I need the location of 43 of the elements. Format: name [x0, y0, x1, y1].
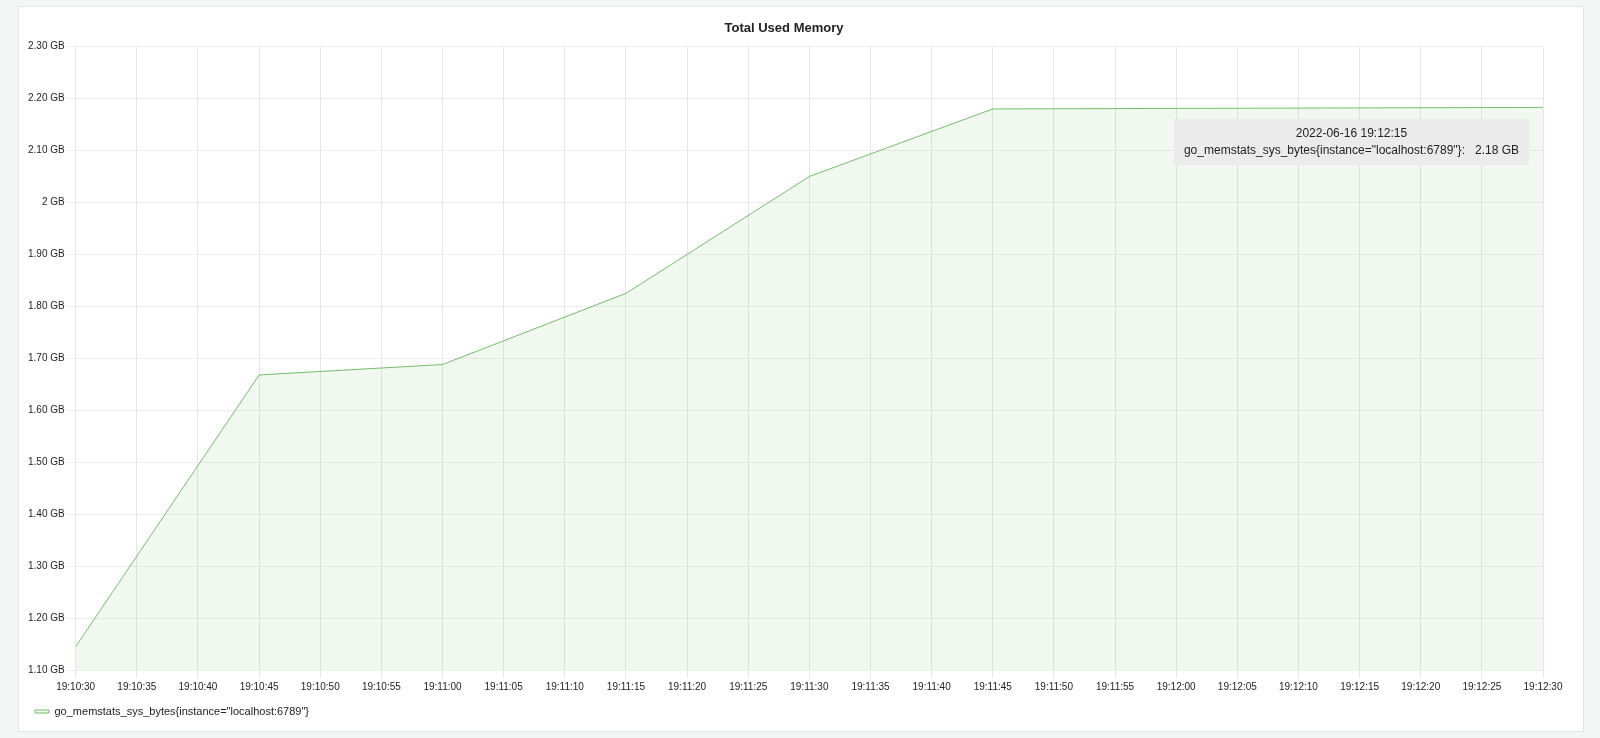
y-tick-label: 2 GB	[41, 196, 66, 208]
x-tick-label: 19:11:10	[545, 680, 585, 692]
x-tick-label: 19:12:10	[1279, 680, 1319, 692]
y-tick-label: 1.10 GB	[27, 663, 66, 675]
annotation: 2022-06-16 19:12:15	[1294, 124, 1409, 142]
y-tick-label: 2.30 GB	[27, 40, 66, 52]
x-tick-label: 19:11:55	[1095, 680, 1135, 692]
x-tick-label: 19:11:15	[606, 680, 646, 692]
y-tick-label: 1.20 GB	[27, 611, 66, 623]
x-tick-label: 19:10:35	[117, 680, 157, 692]
x-tick-label: 19:10:50	[300, 680, 341, 692]
y-tick-label: 1.90 GB	[27, 248, 66, 260]
x-tick-label: 19:11:25	[729, 680, 768, 692]
y-tick-label: 1.70 GB	[27, 352, 66, 364]
y-tick-label: 1.80 GB	[27, 300, 66, 312]
x-tick-label: 19:11:05	[484, 680, 524, 692]
x-tick-label: 19:12:20	[1401, 680, 1441, 692]
annotation: go_memstats_sys_bytes{instance="localhost:6789"}: 2.18 GB	[1183, 141, 1519, 159]
x-tick-label: 19:11:40	[912, 680, 952, 692]
chart-title: Total Used Memory	[724, 20, 845, 36]
x-tick-label: 19:10:55	[361, 680, 402, 692]
x-tick-label: 19:11:45	[973, 680, 1013, 692]
y-tick-label: 1.40 GB	[27, 507, 66, 519]
x-tick-label: 19:10:30	[56, 680, 96, 692]
x-tick-label: 19:12:25	[1462, 680, 1502, 692]
x-tick-label: 19:12:00	[1156, 680, 1197, 692]
x-tick-label: 19:10:45	[239, 680, 280, 692]
y-tick-label: 1.60 GB	[27, 404, 66, 415]
x-tick-label: 19:12:30	[1523, 680, 1563, 692]
x-tick-label: 19:11:00	[423, 680, 463, 692]
x-tick-label: 19:12:05	[1217, 680, 1258, 692]
legend-label: go_memstats_sys_bytes{instance="localhost:6789"}	[54, 704, 310, 717]
x-tick-label: 19:12:15	[1340, 680, 1380, 692]
y-tick-label: 1.30 GB	[27, 559, 66, 571]
x-tick-label: 19:11:35	[851, 680, 891, 692]
x-tick-label: 19:11:20	[667, 680, 707, 692]
x-tick-label: 19:11:30	[790, 680, 829, 692]
x-tick-label: 19:11:50	[1034, 680, 1074, 692]
tooltip-panel: 2022-06-16 19:12:15 go_memstats_sys_bytes{instance="localhost:6789"}: 2.18 GB	[1173, 118, 1529, 165]
y-tick-label: 2.10 GB	[27, 144, 66, 156]
x-tick-label: 19:10:40	[178, 680, 218, 692]
y-tick-label: 1.50 GB	[27, 455, 66, 467]
y-tick-label: 2.20 GB	[27, 92, 66, 104]
